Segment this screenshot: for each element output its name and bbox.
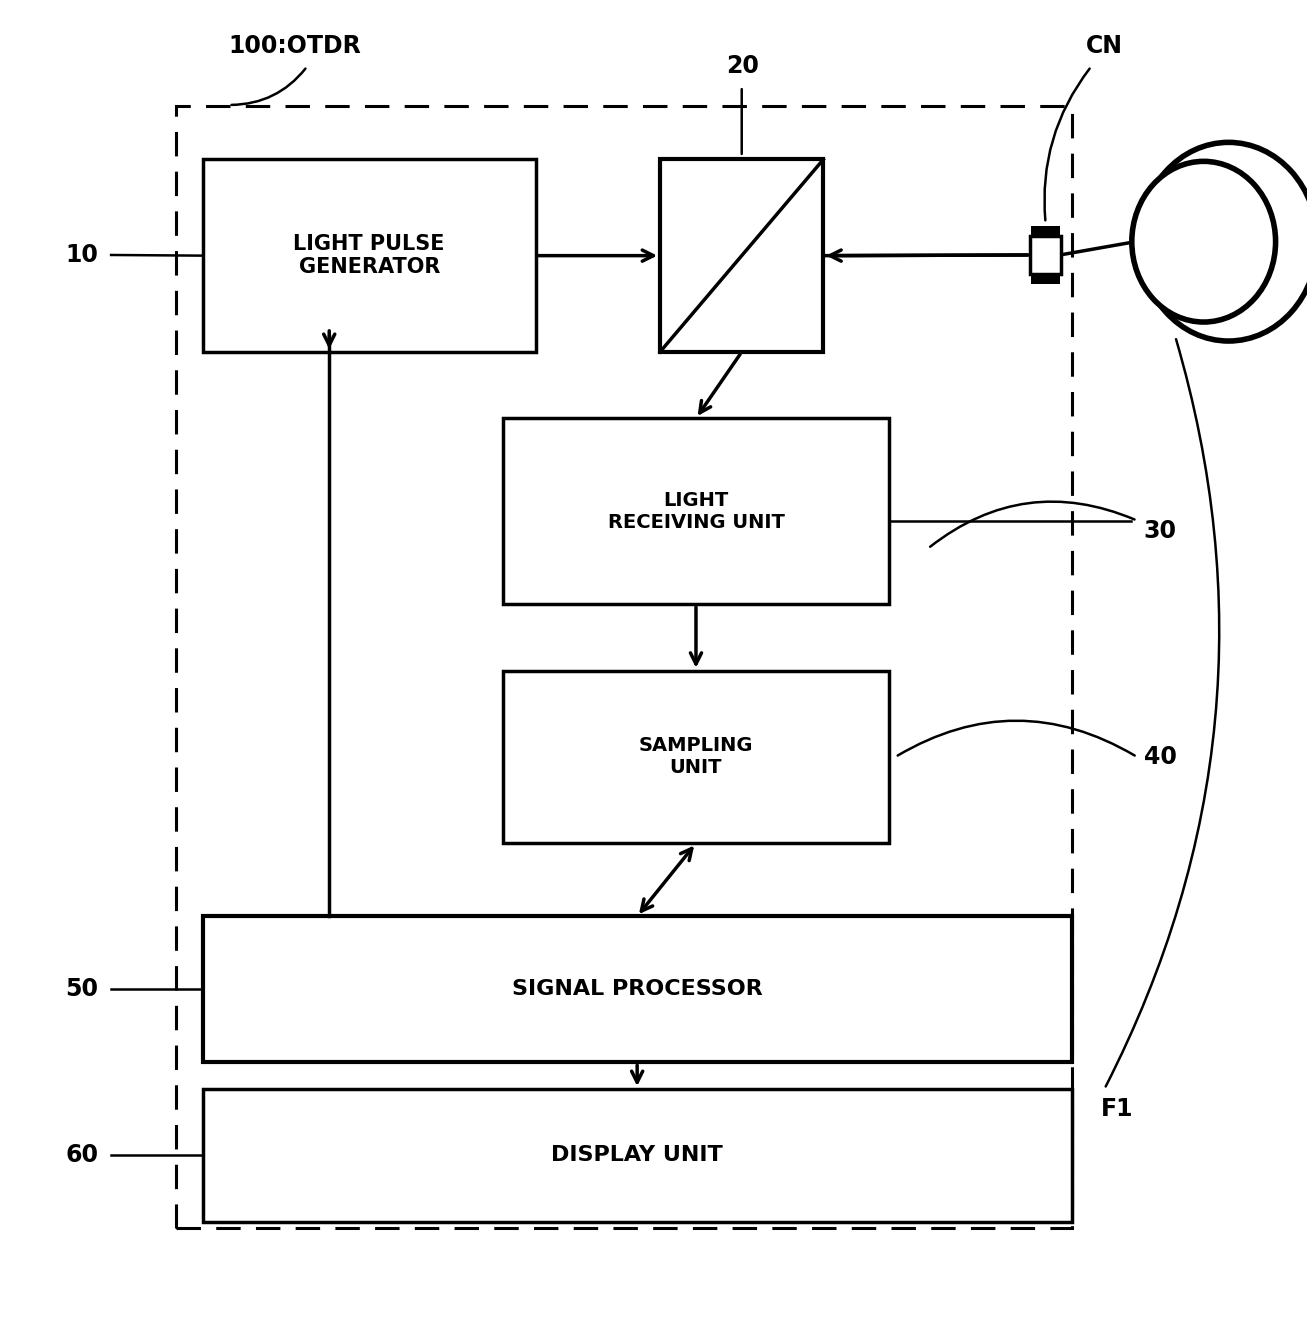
Text: CN: CN	[1086, 35, 1123, 58]
Text: LIGHT
RECEIVING UNIT: LIGHT RECEIVING UNIT	[608, 491, 784, 531]
Text: F1: F1	[1102, 1097, 1133, 1121]
Bar	[176, 106, 1072, 1228]
Bar	[1031, 263, 1060, 284]
Text: 60: 60	[65, 1143, 98, 1167]
Ellipse shape	[1140, 142, 1307, 341]
Text: 40: 40	[1144, 745, 1176, 769]
Bar	[503, 418, 889, 604]
Bar	[203, 916, 1072, 1062]
Bar	[660, 159, 823, 352]
Bar	[1031, 226, 1060, 247]
Text: SIGNAL PROCESSOR: SIGNAL PROCESSOR	[512, 979, 762, 1000]
Bar	[503, 671, 889, 843]
Bar	[203, 159, 536, 352]
Text: 50: 50	[65, 977, 98, 1001]
Text: DISPLAY UNIT: DISPLAY UNIT	[552, 1145, 723, 1166]
Text: 100:OTDR: 100:OTDR	[229, 35, 362, 58]
Text: 30: 30	[1144, 519, 1176, 543]
Ellipse shape	[1132, 161, 1276, 323]
Bar	[203, 1089, 1072, 1222]
Text: 20: 20	[725, 54, 759, 78]
Bar	[1030, 236, 1061, 274]
Text: SAMPLING
UNIT: SAMPLING UNIT	[639, 737, 753, 777]
Text: 10: 10	[65, 243, 98, 267]
Text: LIGHT PULSE
GENERATOR: LIGHT PULSE GENERATOR	[294, 234, 444, 278]
